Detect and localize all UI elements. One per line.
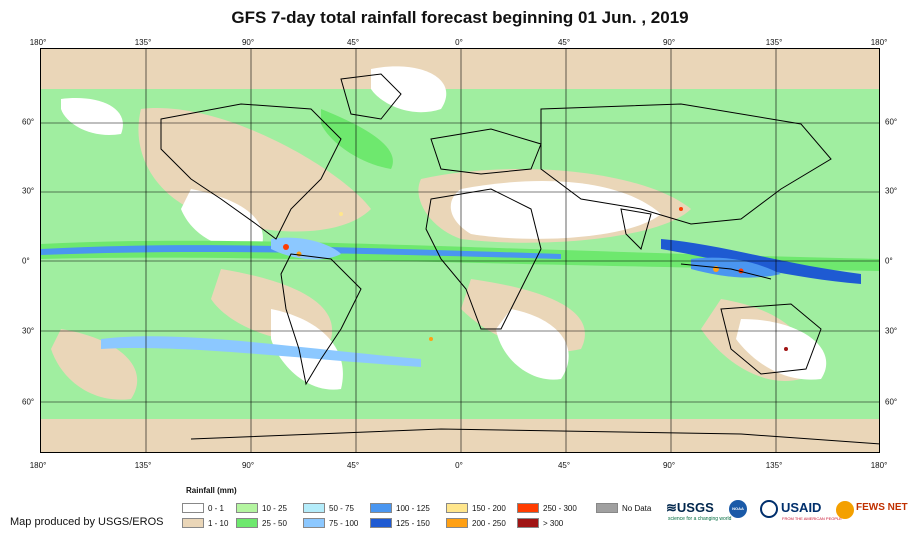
usgs-logo: ≋USGS <box>666 500 714 515</box>
legend-item: 10 - 25 <box>236 503 287 513</box>
longitude-label: 135° <box>765 461 783 470</box>
africa <box>425 188 542 330</box>
legend-item: 50 - 75 <box>303 503 354 513</box>
legend-swatch <box>517 518 539 528</box>
longitude-label: 180° <box>870 38 888 47</box>
usaid-tagline: FROM THE AMERICAN PEOPLE <box>782 516 842 521</box>
legend-swatch <box>517 503 539 513</box>
antarctica <box>190 428 879 445</box>
longitude-label: 45° <box>346 38 360 47</box>
legend-label: > 300 <box>543 518 564 528</box>
longitude-label: 180° <box>870 461 888 470</box>
legend-swatch <box>236 518 258 528</box>
rainfall-map <box>40 48 880 453</box>
legend-label: 200 - 250 <box>472 518 506 528</box>
usaid-logo: USAID <box>781 500 822 515</box>
legend-item: 25 - 50 <box>236 518 287 528</box>
legend-item: 250 - 300 <box>517 503 577 513</box>
legend-swatch <box>236 503 258 513</box>
legend-item: 0 - 1 <box>182 503 224 513</box>
legend-label: 10 - 25 <box>262 503 287 513</box>
legend-label: 25 - 50 <box>262 518 287 528</box>
wet-bands <box>41 109 879 367</box>
legend-label: 250 - 300 <box>543 503 577 513</box>
latitude-label: 0° <box>22 256 30 266</box>
legend-label: 150 - 200 <box>472 503 506 513</box>
legend-swatch <box>182 518 204 528</box>
legend-label: 75 - 100 <box>329 518 359 528</box>
legend-item: > 300 <box>517 518 563 528</box>
longitude-label: 45° <box>346 461 360 470</box>
asia <box>540 103 832 225</box>
credit-text: Map produced by USGS/EROS <box>10 516 164 528</box>
legend-label: 125 - 150 <box>396 518 430 528</box>
map-title: GFS 7-day total rainfall forecast beginn… <box>231 8 689 27</box>
indonesia <box>680 263 772 280</box>
latitude-label: 30° <box>885 326 898 336</box>
legend-item: No Data <box>596 503 651 513</box>
longitude-label: 180° <box>29 461 47 470</box>
legend-swatch <box>370 518 392 528</box>
longitude-label: 90° <box>662 38 676 47</box>
legend-swatch <box>303 518 325 528</box>
legend-label: 0 - 1 <box>208 503 225 513</box>
latitude-label: 60° <box>22 397 35 407</box>
latitude-label: 30° <box>22 326 35 336</box>
longitude-label: 0° <box>455 38 463 47</box>
legend-item: 75 - 100 <box>303 518 358 528</box>
north-america <box>160 103 342 240</box>
legend-swatch <box>303 503 325 513</box>
latitude-label: 0° <box>885 256 893 266</box>
legend-item: 200 - 250 <box>446 518 506 528</box>
legend-swatch <box>446 518 468 528</box>
graticule <box>41 49 879 452</box>
fewsnet-logo: FEWS NET <box>856 502 908 513</box>
europe <box>430 128 542 175</box>
longitude-label: 90° <box>241 461 255 470</box>
longitude-label: 135° <box>765 38 783 47</box>
legend-item: 100 - 125 <box>370 503 430 513</box>
longitude-label: 135° <box>134 461 152 470</box>
india <box>620 208 652 250</box>
longitude-label: 0° <box>455 461 463 470</box>
legend-swatch <box>446 503 468 513</box>
longitude-label: 135° <box>134 38 152 47</box>
longitude-label: 90° <box>241 38 255 47</box>
greenland <box>340 73 402 120</box>
fewsnet-emblem-icon <box>836 501 854 519</box>
latitude-label: 30° <box>885 186 898 196</box>
legend-label: 1 - 10 <box>208 518 229 528</box>
legend-label: 50 - 75 <box>329 503 354 513</box>
latitude-label: 60° <box>885 117 898 127</box>
latitude-label: 30° <box>22 186 35 196</box>
coastlines <box>160 73 879 445</box>
usgs-tagline: science for a changing world <box>668 516 732 522</box>
legend-item: 1 - 10 <box>182 518 228 528</box>
latitude-label: 60° <box>22 117 35 127</box>
longitude-label: 90° <box>662 461 676 470</box>
longitude-label: 45° <box>557 38 571 47</box>
legend-label: 100 - 125 <box>396 503 430 513</box>
legend-label: No Data <box>622 503 652 513</box>
south-america <box>280 253 362 386</box>
legend-item: 125 - 150 <box>370 518 430 528</box>
legend-swatch <box>182 503 204 513</box>
legend-swatch <box>596 503 618 513</box>
legend-swatch <box>370 503 392 513</box>
legend-title: Rainfall (mm) <box>186 486 237 495</box>
legend-item: 150 - 200 <box>446 503 506 513</box>
longitude-label: 45° <box>557 461 571 470</box>
usaid-seal-icon <box>760 500 778 518</box>
latitude-label: 60° <box>885 397 898 407</box>
longitude-label: 180° <box>29 38 47 47</box>
noaa-logo: NOAA <box>729 500 747 518</box>
australia <box>720 303 822 375</box>
rainfall-map-svg <box>41 49 879 452</box>
